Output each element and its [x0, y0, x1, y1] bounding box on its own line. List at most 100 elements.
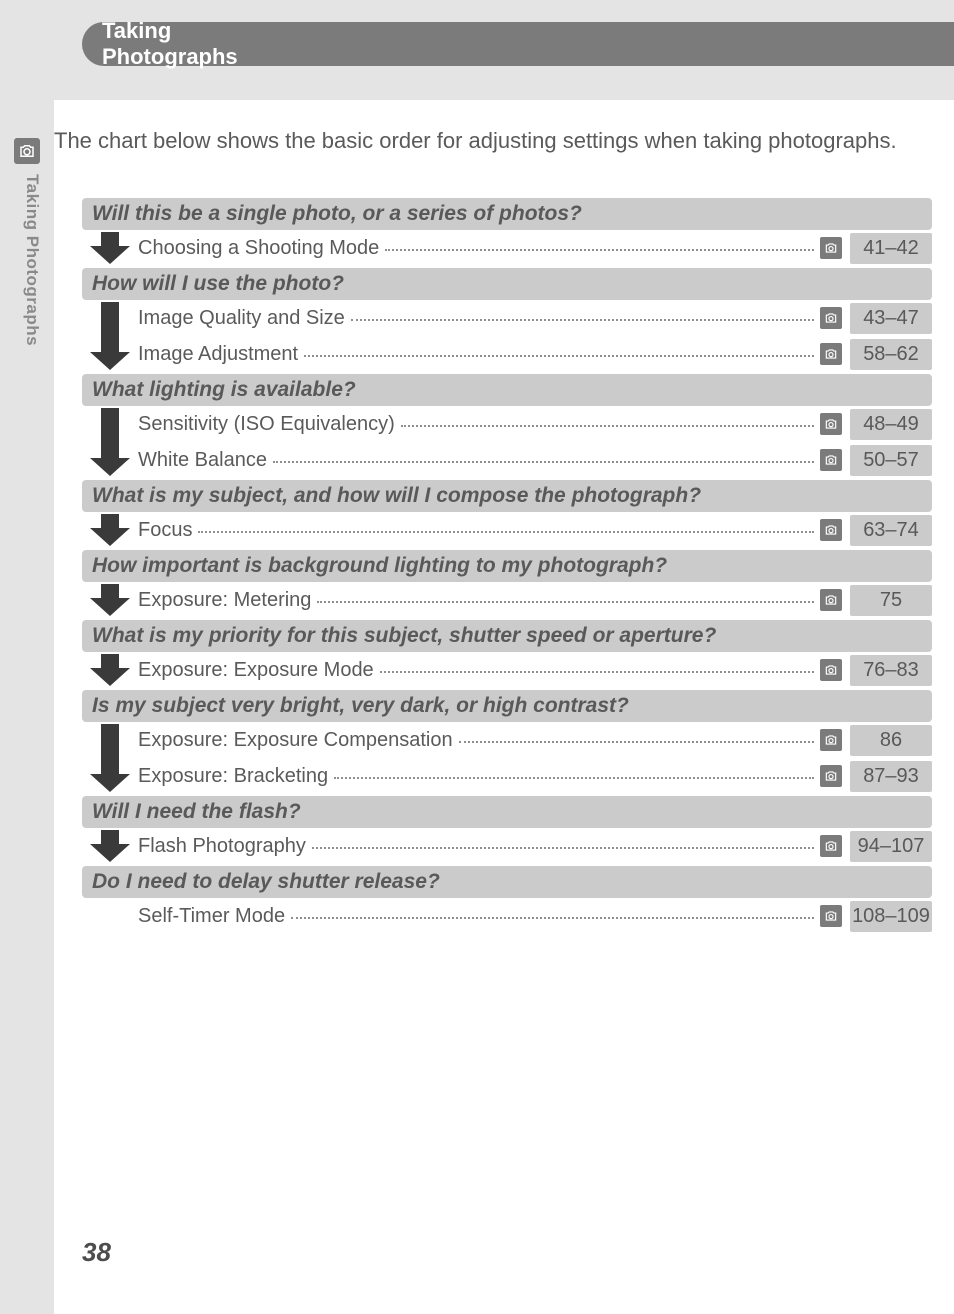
page-ref-icon: [820, 519, 842, 541]
page-ref-icon: [820, 835, 842, 857]
flow-section: What is my subject, and how will I compo…: [82, 480, 932, 548]
flow-items: Image Quality and Size43–47Image Adjustm…: [82, 300, 932, 372]
page-range: 76–83: [850, 655, 932, 686]
leader-dots: [291, 909, 814, 919]
flow-arrow: [82, 652, 138, 688]
page-ref-icon: [820, 343, 842, 365]
flow-item-label: Self-Timer Mode: [138, 905, 285, 928]
intro-paragraph: The chart below shows the basic order fo…: [54, 126, 934, 156]
leader-dots: [459, 733, 814, 743]
flow-section: What is my priority for this subject, sh…: [82, 620, 932, 688]
page-ref-icon: [820, 589, 842, 611]
flow-item-row: Exposure: Metering 75: [82, 582, 932, 618]
page-range: 75: [850, 585, 932, 616]
flow-item-row: Image Quality and Size 43–47: [82, 300, 932, 336]
flow-arrow: [82, 230, 138, 266]
page-range: 87–93: [850, 761, 932, 792]
flow-question: How important is background lighting to …: [82, 550, 932, 582]
flow-section: Will I need the flash? Flash Photography 9…: [82, 796, 932, 864]
flow-arrow: [82, 828, 138, 864]
page-range: 86: [850, 725, 932, 756]
page-ref-icon: [820, 237, 842, 259]
flow-item-label: Sensitivity (ISO Equivalency): [138, 413, 395, 436]
leader-dots: [334, 769, 814, 779]
flow-question: Will I need the flash?: [82, 796, 932, 828]
chapter-title: Taking Photographs: [102, 18, 238, 70]
flow-items: Exposure: Exposure Mode 76–83: [82, 652, 932, 688]
page-ref-icon: [820, 729, 842, 751]
flow-items: Focus 63–74: [82, 512, 932, 548]
flow-question: Do I need to delay shutter release?: [82, 866, 932, 898]
flow-arrow: [82, 406, 138, 478]
page-ref-icon: [820, 413, 842, 435]
leader-dots: [385, 241, 814, 251]
flow-question: Is my subject very bright, very dark, or…: [82, 690, 932, 722]
flow-item-row: White Balance 50–57: [82, 442, 932, 478]
flow-item-label: Exposure: Metering: [138, 589, 311, 612]
page-number: 38: [82, 1237, 111, 1268]
camera-icon: [14, 138, 40, 164]
flow-arrow: [82, 582, 138, 618]
flow-item-label: Exposure: Bracketing: [138, 765, 328, 788]
flow-section: What lighting is available?Sensitivity (…: [82, 374, 932, 478]
flow-item-row: Exposure: Exposure Compensation 86: [82, 722, 932, 758]
leader-dots: [304, 347, 814, 357]
flow-items: Choosing a Shooting Mode 41–42: [82, 230, 932, 266]
leader-dots: [312, 839, 814, 849]
page-ref-icon: [820, 449, 842, 471]
flow-items: Self-Timer Mode 108–109: [82, 898, 932, 934]
flow-section: How will I use the photo?Image Quality a…: [82, 268, 932, 372]
flow-items: Exposure: Metering 75: [82, 582, 932, 618]
flow-item-row: Exposure: Bracketing 87–93: [82, 758, 932, 794]
flow-item-row: Focus 63–74: [82, 512, 932, 548]
flow-arrow: [82, 722, 138, 794]
flow-question: What is my subject, and how will I compo…: [82, 480, 932, 512]
page-range: 108–109: [850, 901, 932, 932]
page-range: 58–62: [850, 339, 932, 370]
flow-section: How important is background lighting to …: [82, 550, 932, 618]
settings-flow-chart: Will this be a single photo, or a series…: [82, 196, 932, 934]
flow-section: Will this be a single photo, or a series…: [82, 198, 932, 266]
flow-items: Sensitivity (ISO Equivalency)48–49White …: [82, 406, 932, 478]
leader-dots: [351, 311, 814, 321]
page-ref-icon: [820, 659, 842, 681]
flow-item-label: Exposure: Exposure Compensation: [138, 729, 453, 752]
flow-item-row: Exposure: Exposure Mode 76–83: [82, 652, 932, 688]
flow-item-label: White Balance: [138, 449, 267, 472]
flow-arrow: [82, 300, 138, 372]
flow-item-label: Image Adjustment: [138, 343, 298, 366]
flow-question: How will I use the photo?: [82, 268, 932, 300]
flow-item-label: Image Quality and Size: [138, 307, 345, 330]
flow-item-label: Choosing a Shooting Mode: [138, 237, 379, 260]
page-range: 50–57: [850, 445, 932, 476]
page-range: 94–107: [850, 831, 932, 862]
flow-item-row: Sensitivity (ISO Equivalency) 48–49: [82, 406, 932, 442]
page-ref-icon: [820, 307, 842, 329]
side-tab-label: Taking Photographs: [12, 174, 42, 346]
page-range: 63–74: [850, 515, 932, 546]
chapter-title-pill: Taking Photographs: [82, 22, 954, 66]
flow-item-label: Exposure: Exposure Mode: [138, 659, 374, 682]
flow-arrow: [82, 512, 138, 548]
flow-item-row: Self-Timer Mode 108–109: [82, 898, 932, 934]
leader-dots: [198, 523, 814, 533]
flow-items: Flash Photography 94–107: [82, 828, 932, 864]
flow-item-label: Focus: [138, 519, 192, 542]
flow-item-row: Choosing a Shooting Mode 41–42: [82, 230, 932, 266]
page-range: 41–42: [850, 233, 932, 264]
flow-question: What lighting is available?: [82, 374, 932, 406]
manual-page: Taking Photographs Taking Photographs Th…: [0, 0, 954, 1314]
page-range: 43–47: [850, 303, 932, 334]
flow-item-row: Image Adjustment 58–62: [82, 336, 932, 372]
flow-items: Exposure: Exposure Compensation86Exposur…: [82, 722, 932, 794]
page-range: 48–49: [850, 409, 932, 440]
leader-dots: [273, 453, 814, 463]
page-ref-icon: [820, 905, 842, 927]
flow-section: Is my subject very bright, very dark, or…: [82, 690, 932, 794]
flow-item-label: Flash Photography: [138, 835, 306, 858]
leader-dots: [380, 663, 814, 673]
flow-section: Do I need to delay shutter release?Self-…: [82, 866, 932, 934]
flow-question: What is my priority for this subject, sh…: [82, 620, 932, 652]
flow-question: Will this be a single photo, or a series…: [82, 198, 932, 230]
flow-arrow: [82, 898, 138, 934]
